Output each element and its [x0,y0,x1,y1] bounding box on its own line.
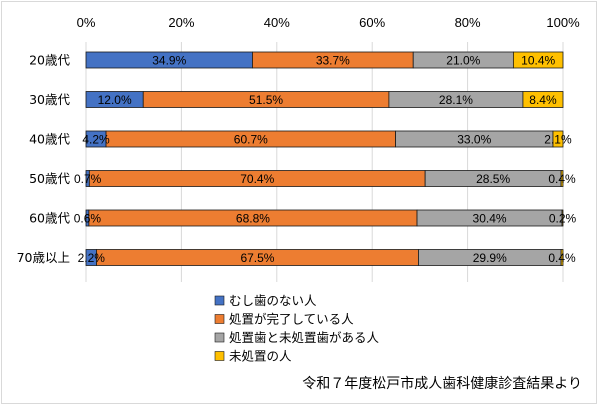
data-label: 28.5% [476,172,510,186]
bar-segment [522,91,564,108]
bars [85,51,564,266]
legend-label: 処置歯と未処置歯がある人 [229,330,380,345]
data-label: 8.4% [529,93,557,107]
legend-label: 処置が完了している人 [229,312,354,327]
data-label: 51.5% [249,93,283,107]
data-label: 30.4% [473,211,507,225]
bar-segment [561,209,564,227]
data-label: 0.6% [74,211,102,225]
data-label: 2.1% [544,132,572,146]
legend-swatch [214,332,225,343]
category-labels: 20歳代 30歳代 40歳代 50歳代 60歳代 70歳以上 [17,53,71,266]
legend-swatch [214,314,225,324]
x-tick-label: 60% [359,15,385,30]
data-label: 70.4% [240,172,274,186]
data-label: 0.7% [74,172,102,186]
bar-segment [560,249,564,266]
data-label: 34.9% [152,53,186,67]
data-label: 33.7% [316,53,350,67]
data-label: 68.8% [236,211,270,225]
data-label: 12.0% [98,93,132,107]
data-label: 29.9% [473,251,507,265]
data-label: 67.5% [240,251,274,265]
x-tick-label: 100% [546,15,580,30]
data-label: 10.4% [521,53,555,67]
data-label: 21.0% [446,53,480,67]
x-tick-label: 0% [77,15,96,30]
bar-segment [552,130,564,148]
category-label: 30歳代 [29,92,70,107]
bar-segment [512,51,564,69]
data-label: 2.2% [78,251,106,265]
category-label: 50歳代 [29,171,70,186]
x-tick-label: 20% [168,15,194,30]
bar-segment [560,170,564,187]
data-label: 4.2% [82,132,110,146]
category-label: 60歳代 [29,211,70,226]
x-tick-label: 40% [264,15,290,30]
x-axis-ticks: 0% 20% 40% 60% 80% 100% [77,15,580,30]
data-labels: 34.9% 33.7% 21.0% 10.4% 12.0% 51.5% 28.1% 8.4% 4… [74,53,577,264]
category-label: 20歳代 [29,53,70,68]
legend-label: むし歯のない人 [229,293,317,308]
data-label: 0.4% [548,172,576,186]
legend-label: 未処置の人 [229,349,292,364]
data-label: 28.1% [439,93,473,107]
gridlines [85,42,564,282]
legend-swatch [214,295,225,306]
data-label: 0.2% [549,211,577,225]
x-tick-label: 80% [455,15,481,30]
category-label: 40歳代 [29,132,70,147]
category-label: 70歳以上 [17,250,70,265]
legend-swatch [214,351,225,361]
data-label: 33.0% [457,132,491,146]
source-note: 令和７年度松戸市成人歯科健康診査結果より [302,375,582,392]
data-label: 0.4% [548,251,576,265]
data-label: 60.7% [234,132,268,146]
